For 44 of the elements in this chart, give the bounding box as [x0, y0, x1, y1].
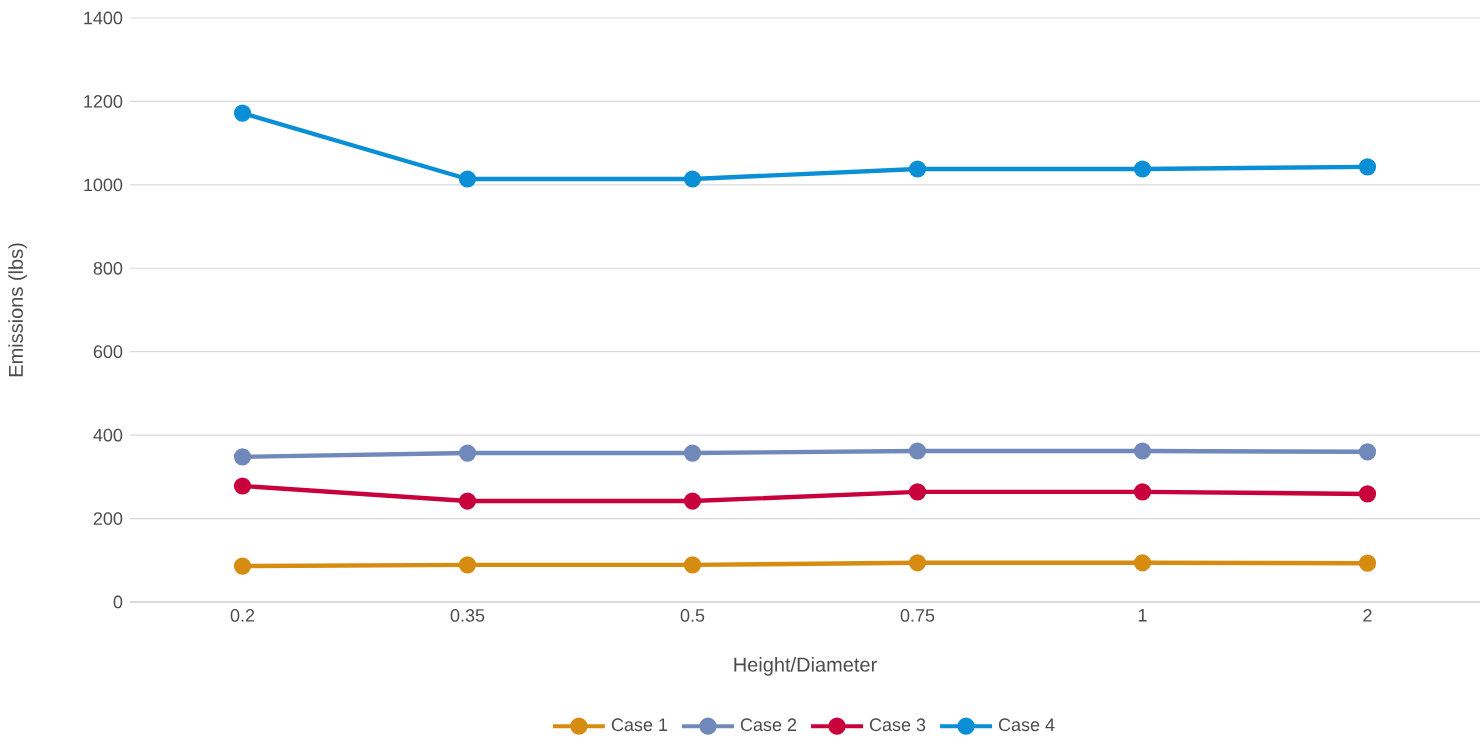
x-tick-label: 0.2 [230, 609, 255, 622]
point [683, 492, 702, 510]
point [233, 477, 252, 495]
y-tick-label: 1200 [84, 95, 123, 108]
y-axis-title: Emissions (lbs) [8, 243, 27, 377]
point [458, 170, 477, 188]
y-tick-label: 1400 [84, 11, 123, 25]
point [683, 444, 702, 462]
point [1133, 442, 1152, 460]
point [1358, 485, 1377, 503]
y-tick-label: 800 [93, 261, 123, 275]
y-tick-label: 200 [93, 512, 123, 525]
point [1133, 554, 1152, 572]
point [1133, 483, 1152, 501]
legend-label: Case 3 [869, 718, 926, 732]
point [458, 492, 477, 510]
point [458, 556, 477, 574]
legend-label: Case 1 [611, 718, 668, 732]
point [233, 104, 252, 122]
x-axis-title: Height/Diameter [734, 657, 877, 676]
point [1358, 158, 1377, 176]
point [1358, 554, 1377, 572]
point [908, 554, 927, 572]
x-tick-label: 1 [1138, 609, 1147, 622]
y-tick-label: 1000 [84, 178, 123, 192]
x-tick-label: 0.35 [450, 609, 485, 622]
x-tick-label: 0.75 [900, 609, 935, 622]
point [1358, 443, 1377, 461]
x-tick-label: 2 [1363, 609, 1372, 622]
x-tick-label: 0.5 [680, 609, 705, 622]
y-tick-label: 0 [113, 595, 123, 609]
point [683, 556, 702, 574]
y-tick-label: 600 [93, 345, 123, 359]
legend-label: Case 4 [998, 718, 1055, 732]
y-tick-label: 400 [93, 428, 123, 442]
point [683, 170, 702, 188]
point [908, 442, 927, 460]
point [908, 483, 927, 501]
point [1133, 160, 1152, 178]
point [233, 448, 252, 466]
point [233, 557, 252, 575]
legend-label: Case 2 [740, 718, 797, 732]
point [458, 444, 477, 462]
point [908, 160, 927, 178]
